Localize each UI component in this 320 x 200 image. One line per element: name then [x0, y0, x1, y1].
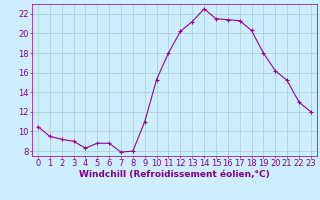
X-axis label: Windchill (Refroidissement éolien,°C): Windchill (Refroidissement éolien,°C) — [79, 170, 270, 179]
